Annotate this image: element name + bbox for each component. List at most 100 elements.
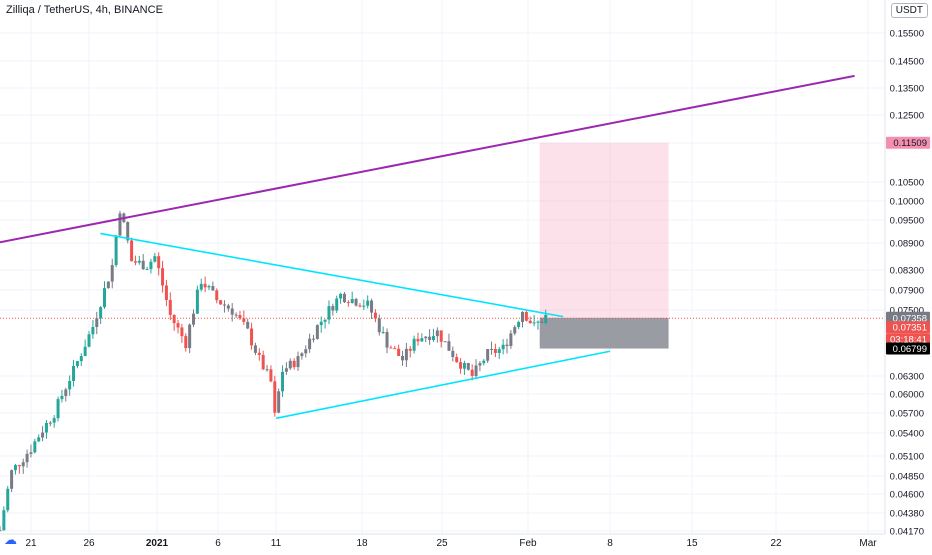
y-tick-label: 0.07500	[890, 306, 924, 317]
candle-body	[56, 399, 60, 419]
candle-body	[273, 381, 277, 413]
position-zones	[0, 142, 885, 349]
candle-body	[331, 306, 335, 311]
candle-body	[149, 261, 153, 270]
candle-body	[13, 465, 17, 471]
candle-body	[118, 213, 122, 236]
candle-body	[315, 325, 319, 339]
x-tick-label: 26	[83, 538, 95, 549]
candle-body	[21, 462, 25, 467]
candle-body	[327, 306, 331, 320]
price-label-bg	[886, 136, 930, 149]
candle-body	[44, 422, 48, 433]
candle-body	[455, 357, 459, 363]
candle-body	[354, 298, 358, 306]
candle-body	[161, 268, 165, 286]
candle-body	[246, 321, 250, 329]
price-label-bg	[886, 311, 930, 324]
candle-body	[234, 314, 238, 316]
y-tick-label: 0.05400	[890, 429, 924, 440]
price-label-last: 0.07351	[886, 321, 930, 334]
candle-body	[335, 298, 339, 311]
candle-body	[470, 369, 474, 376]
candle-body	[319, 321, 323, 326]
price-label-bg	[886, 321, 930, 334]
candle-body	[300, 353, 304, 357]
target-zone[interactable]	[539, 142, 669, 318]
candle-body	[10, 470, 14, 489]
candle-body	[366, 300, 370, 306]
price-label-target: 0.11509	[886, 136, 930, 149]
x-tick-label: 21	[25, 538, 37, 549]
trendline-channel_resistance[interactable]	[0, 74, 855, 245]
candle-body	[544, 314, 548, 323]
trendline-triangle_upper[interactable]	[100, 232, 564, 318]
candle-body	[474, 365, 478, 376]
price-label-text: 0.07358	[893, 313, 927, 324]
y-tick-label: 0.04380	[890, 509, 924, 520]
price-label-entry: 0.07358	[886, 311, 930, 324]
candle-body	[373, 312, 377, 319]
candle-body	[292, 360, 296, 368]
price-label-text: 0.06799	[893, 344, 927, 355]
candle-body	[509, 333, 513, 347]
candle-body	[493, 348, 497, 353]
candle-body	[296, 356, 300, 368]
candle-body	[532, 322, 536, 324]
y-tick-label: 0.05100	[890, 452, 924, 463]
price-axis[interactable]: 0.155000.145000.135000.125000.115000.105…	[890, 29, 924, 538]
candle-body	[346, 302, 350, 304]
candle-body	[17, 465, 21, 467]
candle-body	[176, 323, 180, 328]
candle-body	[195, 289, 199, 314]
y-tick-label: 0.15500	[890, 29, 924, 40]
x-tick-label: 22	[770, 538, 782, 549]
candle-body	[497, 349, 501, 353]
x-tick-label: Feb	[519, 538, 537, 549]
candle-body	[439, 330, 443, 342]
trendline-triangle_lower[interactable]	[275, 350, 611, 420]
candle-body	[52, 418, 56, 423]
candle-body	[41, 432, 45, 438]
time-axis[interactable]: 21 26 2021 6 11 18 25 Feb 8 15 22 Mar	[25, 538, 877, 549]
candle-body	[6, 488, 10, 511]
candle-body	[459, 362, 463, 369]
candle-body	[133, 261, 137, 263]
candle-body	[192, 313, 196, 325]
price-label-text: 0.07351	[893, 323, 927, 334]
candle-body	[462, 362, 466, 369]
candles	[0, 210, 548, 532]
y-tick-label: 0.08300	[890, 266, 924, 277]
candle-body	[377, 318, 381, 333]
y-tick-label: 0.04600	[890, 490, 924, 501]
candle-body	[385, 332, 389, 348]
candle-body	[288, 360, 292, 369]
candle-body	[435, 330, 439, 337]
candle-body	[389, 347, 393, 349]
tradingview-logo: ☁	[4, 532, 17, 548]
candle-body	[370, 300, 374, 313]
candle-body	[91, 327, 95, 335]
candle-body	[126, 221, 130, 241]
candle-body	[106, 281, 110, 289]
candle-body	[447, 341, 451, 351]
currency-badge[interactable]: USDT	[890, 3, 928, 18]
candle-body	[242, 318, 246, 322]
candle-body	[486, 349, 490, 361]
x-tick-label: 15	[686, 538, 698, 549]
candle-body	[412, 338, 416, 351]
y-tick-label: 0.10500	[890, 178, 924, 189]
candle-body	[443, 341, 447, 343]
y-tick-label: 0.06000	[890, 390, 924, 401]
candle-body	[29, 452, 33, 454]
price-label-countdown: 03:18:41	[886, 333, 930, 346]
stop-zone[interactable]	[539, 317, 669, 349]
candle-body	[520, 311, 524, 322]
chart-title: Zilliqa / TetherUS, 4h, BINANCE	[6, 4, 163, 16]
candle-body	[257, 352, 261, 355]
candle-body	[48, 422, 52, 424]
candle-body	[130, 240, 134, 262]
